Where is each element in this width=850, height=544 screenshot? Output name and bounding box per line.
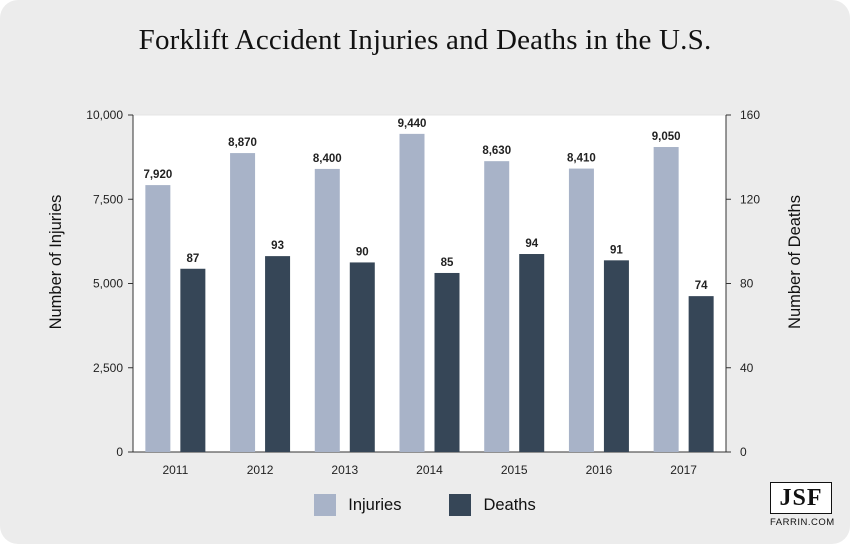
legend-swatch-deaths bbox=[449, 494, 472, 516]
legend-item-deaths: Deaths bbox=[449, 494, 536, 516]
legend-item-injuries: Injuries bbox=[314, 494, 401, 516]
x-tick-label: 2016 bbox=[586, 463, 613, 477]
data-label-deaths-2011: 87 bbox=[186, 253, 199, 265]
y-right-tick-label: 0 bbox=[740, 445, 747, 459]
data-label-deaths-2017: 74 bbox=[695, 280, 708, 292]
bar-deaths-2013 bbox=[349, 262, 375, 452]
x-tick-label: 2015 bbox=[501, 463, 528, 477]
data-label-injuries-2013: 8,400 bbox=[313, 153, 342, 165]
data-label-injuries-2016: 8,410 bbox=[567, 153, 596, 165]
y-left-tick-label: 10,000 bbox=[86, 108, 123, 122]
x-tick-label: 2012 bbox=[247, 463, 274, 477]
y-right-tick-label: 120 bbox=[740, 192, 760, 206]
data-label-deaths-2016: 91 bbox=[610, 244, 623, 256]
bar-deaths-2014 bbox=[434, 272, 460, 452]
bar-deaths-2016 bbox=[603, 260, 629, 452]
data-label-deaths-2014: 85 bbox=[441, 257, 454, 269]
bar-deaths-2015 bbox=[519, 254, 545, 452]
bar-deaths-2017 bbox=[688, 296, 714, 452]
y-right-tick-label: 40 bbox=[740, 361, 754, 375]
data-label-injuries-2014: 9,440 bbox=[398, 118, 427, 130]
x-tick-label: 2013 bbox=[331, 463, 358, 477]
data-label-deaths-2012: 93 bbox=[271, 240, 284, 252]
y-left-tick-label: 5,000 bbox=[93, 277, 123, 291]
axes: 0 2,500 5,000 7,500 10,000 0 40 80 120 160 2011 201… bbox=[86, 108, 760, 477]
y-left-tick-label: 2,500 bbox=[93, 361, 123, 375]
chart-title: Forklift Accident Injuries and Deaths in… bbox=[138, 24, 712, 56]
data-label-injuries-2012: 8,870 bbox=[228, 137, 257, 149]
data-label-deaths-2013: 90 bbox=[356, 246, 369, 258]
bar-injuries-2017 bbox=[653, 147, 679, 452]
bar-injuries-2015 bbox=[484, 161, 510, 452]
bar-injuries-2012 bbox=[230, 153, 256, 452]
x-tick-label: 2014 bbox=[416, 463, 443, 477]
x-tick-label: 2011 bbox=[162, 463, 188, 477]
data-label-injuries-2015: 8,630 bbox=[482, 145, 511, 157]
bar-injuries-2014 bbox=[399, 133, 425, 452]
legend-label-deaths: Deaths bbox=[483, 495, 536, 514]
legend-label-injuries: Injuries bbox=[348, 495, 402, 514]
logo-mark: JSF bbox=[770, 482, 832, 514]
y-right-tick-label: 80 bbox=[740, 277, 754, 291]
data-label-injuries-2011: 7,920 bbox=[143, 169, 172, 181]
y-right-tick-label: 160 bbox=[740, 108, 760, 122]
data-label-deaths-2015: 94 bbox=[525, 238, 538, 250]
bars bbox=[145, 133, 714, 453]
brand-logo: JSF FARRIN.COM bbox=[770, 482, 835, 530]
y-axis-right-title: Number of Deaths bbox=[786, 195, 804, 329]
bar-injuries-2011 bbox=[145, 185, 171, 452]
logo-subtext: FARRIN.COM bbox=[770, 517, 835, 528]
x-tick-label: 2017 bbox=[670, 463, 697, 477]
data-labels: 7,920 87 8,870 93 8,400 90 9,440 85 8,630 94 8,410… bbox=[143, 118, 708, 292]
y-axis-left-title: Number of Injuries bbox=[47, 195, 65, 330]
legend-swatch-injuries bbox=[314, 494, 337, 516]
y-left-tick-label: 7,500 bbox=[93, 192, 123, 206]
bar-injuries-2013 bbox=[314, 168, 340, 453]
y-left-tick-label: 0 bbox=[116, 445, 123, 459]
bar-deaths-2012 bbox=[265, 256, 291, 452]
bar-deaths-2011 bbox=[180, 268, 206, 452]
data-label-injuries-2017: 9,050 bbox=[652, 131, 681, 143]
plot-area bbox=[133, 115, 726, 452]
legend: Injuries Deaths bbox=[0, 492, 850, 518]
bar-injuries-2016 bbox=[568, 168, 594, 452]
